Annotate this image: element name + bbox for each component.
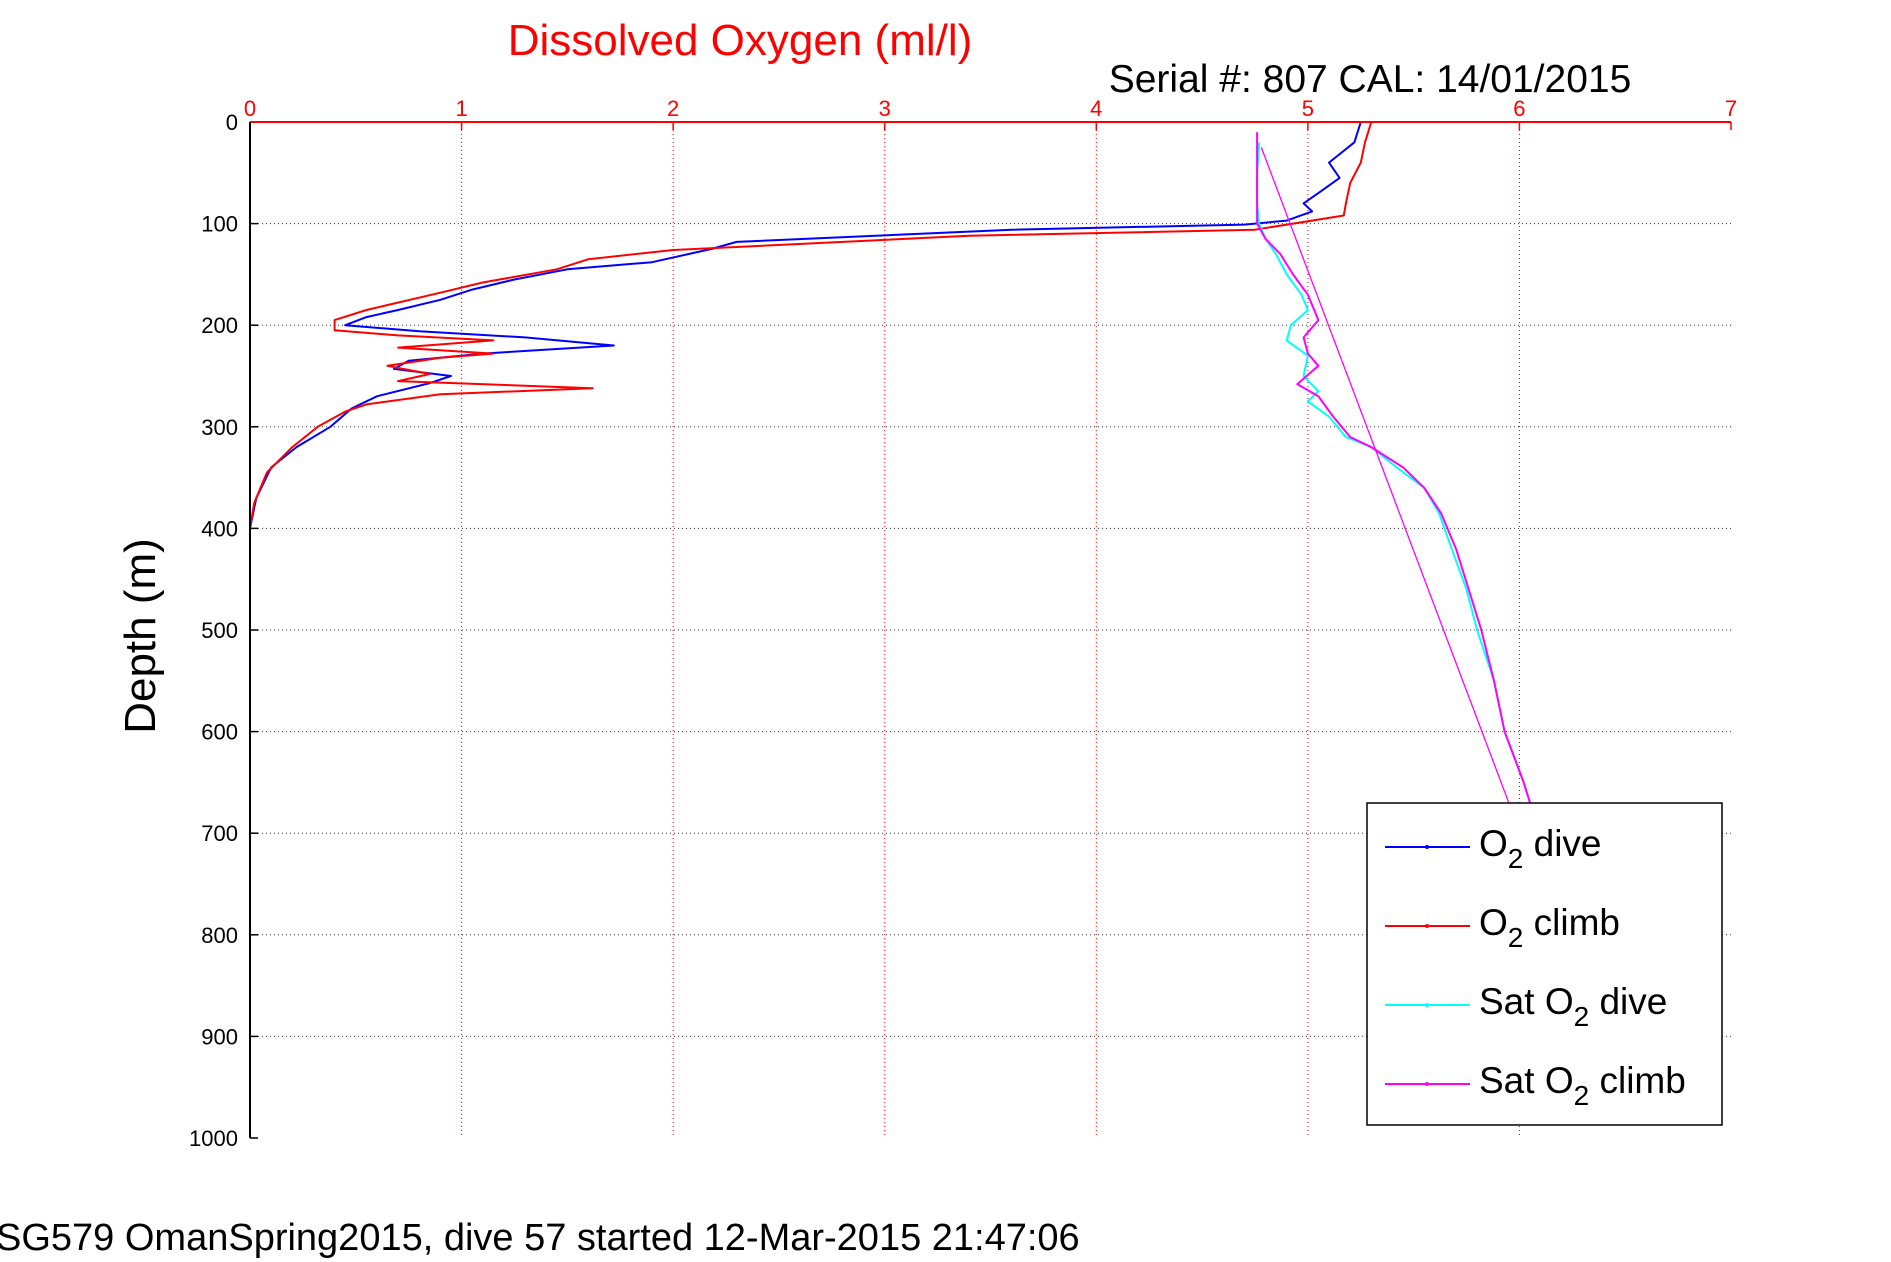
legend: O2 dive O2 climb Sat O2 dive Sat O2 climb xyxy=(1366,802,1723,1126)
legend-label: Sat O2 dive xyxy=(1479,981,1667,1032)
y-tick-label: 800 xyxy=(201,923,238,948)
legend-label: Sat O2 climb xyxy=(1479,1060,1686,1111)
legend-marker xyxy=(1425,1003,1429,1007)
y-tick-label: 700 xyxy=(201,821,238,846)
series-line-o2-climb xyxy=(249,121,1373,529)
grid-lines xyxy=(250,122,1731,1138)
dive-info-footer: SG579 OmanSpring2015, dive 57 started 12… xyxy=(0,1217,1080,1259)
series-line-reference-line xyxy=(1260,147,1510,803)
chart-title: Dissolved Oxygen (ml/l) xyxy=(508,16,973,65)
axes xyxy=(249,121,1732,1139)
y-tick-label: 100 xyxy=(201,212,238,237)
y-tick-label: 900 xyxy=(201,1024,238,1049)
legend-marker xyxy=(1425,1082,1429,1086)
y-tick-label: 400 xyxy=(201,516,238,541)
y-axis-label: Depth (m) xyxy=(116,538,165,734)
x-tick-label: 5 xyxy=(1302,96,1314,121)
series-line-sat-o2-climb xyxy=(1256,132,1531,803)
y-tick-label: 200 xyxy=(201,313,238,338)
y-tick-label: 1000 xyxy=(189,1126,238,1151)
legend-label: O2 dive xyxy=(1479,823,1602,874)
x-tick-label: 6 xyxy=(1513,96,1525,121)
series-layer xyxy=(249,121,1531,803)
x-tick-label: 7 xyxy=(1725,96,1737,121)
x-tick-label: 0 xyxy=(244,96,256,121)
x-tick-label: 3 xyxy=(879,96,891,121)
legend-label: O2 climb xyxy=(1479,902,1620,953)
x-tick-label: 4 xyxy=(1090,96,1102,121)
y-tick-label: 500 xyxy=(201,618,238,643)
x-tick-label: 1 xyxy=(455,96,467,121)
legend-marker xyxy=(1425,924,1429,928)
y-tick-label: 0 xyxy=(226,110,238,135)
serial-cal-label: Serial #: 807 CAL: 14/01/2015 xyxy=(1109,58,1632,101)
y-tick-label: 300 xyxy=(201,415,238,440)
series-line-sat-o2-dive xyxy=(1256,142,1531,803)
y-tick-label: 600 xyxy=(201,720,238,745)
legend-box xyxy=(1366,802,1723,1126)
y-tick-labels: 0 100 200 300 400 500 600 700 800 900 1000 xyxy=(189,110,238,1151)
x-tick-label: 2 xyxy=(667,96,679,121)
x-tick-labels: 0 1 2 3 4 5 6 7 xyxy=(244,96,1737,121)
legend-marker xyxy=(1425,845,1429,849)
